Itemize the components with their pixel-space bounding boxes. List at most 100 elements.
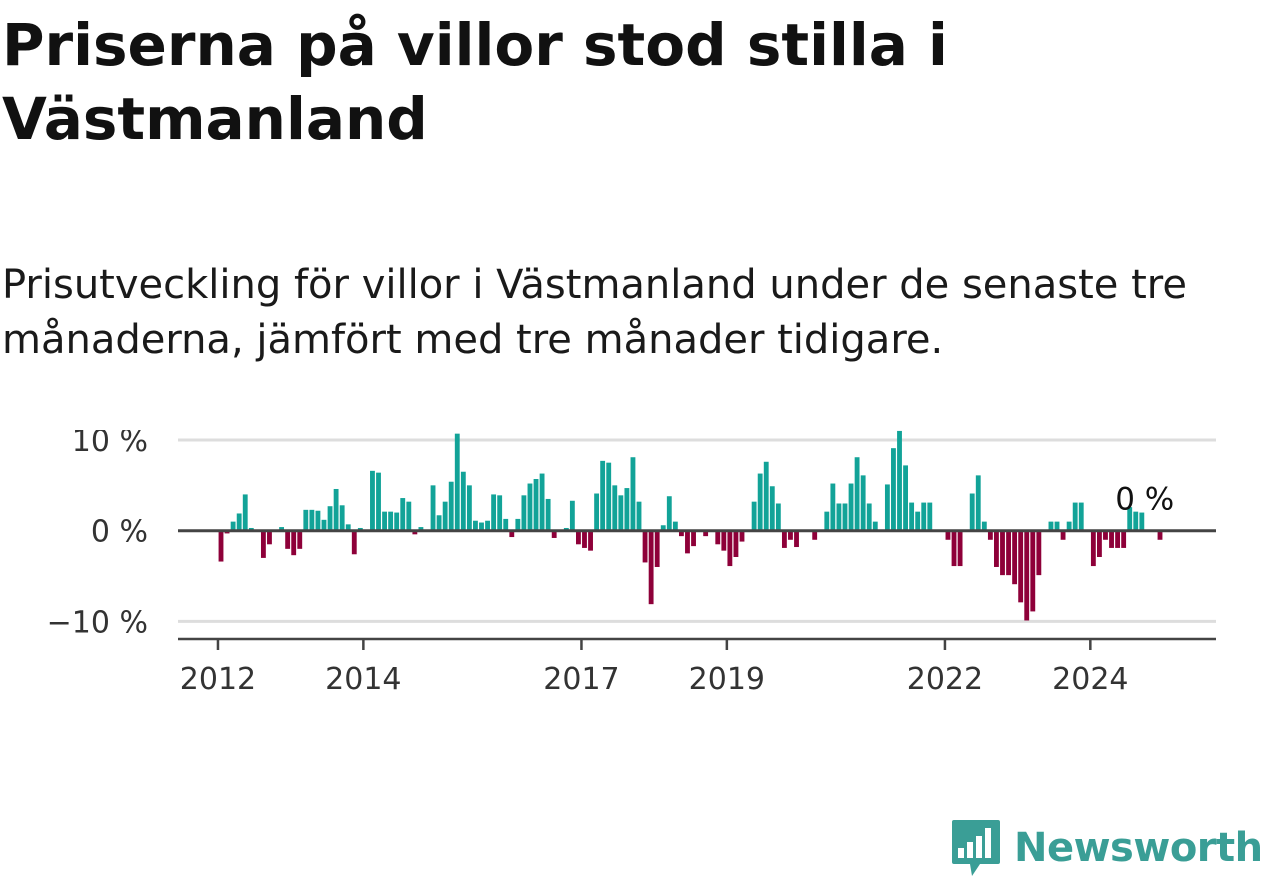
bar bbox=[666, 496, 672, 531]
bar bbox=[884, 484, 890, 531]
bar bbox=[600, 460, 606, 531]
bar bbox=[769, 486, 775, 531]
bar bbox=[267, 530, 272, 545]
bar bbox=[1030, 530, 1036, 612]
bar bbox=[539, 473, 545, 531]
bars bbox=[218, 430, 1163, 621]
bar bbox=[1000, 530, 1005, 576]
bar bbox=[418, 527, 424, 531]
bar bbox=[297, 530, 303, 549]
bar bbox=[279, 527, 285, 531]
bar bbox=[721, 530, 727, 551]
bar bbox=[551, 530, 557, 538]
brand-name: Newsworthy bbox=[1014, 825, 1262, 871]
bar bbox=[842, 503, 848, 531]
bar bbox=[1103, 530, 1108, 540]
bar bbox=[436, 515, 442, 531]
bar bbox=[285, 530, 291, 549]
bar bbox=[242, 494, 248, 531]
bar bbox=[339, 505, 345, 531]
bar bbox=[382, 511, 387, 531]
bar bbox=[788, 530, 793, 540]
bar bbox=[921, 502, 927, 531]
x-axis-ticks: 2012 2014 2017 2019 2022 2024 bbox=[180, 639, 1129, 697]
bar bbox=[872, 521, 878, 531]
bar bbox=[466, 485, 472, 531]
bar bbox=[624, 488, 630, 531]
newsworthy-logo: Newsworthy bbox=[950, 818, 1262, 878]
bar-chart: 10 % 0 % −10 % 2012 2014 2017 2019 2022 2024 0 … bbox=[47, 430, 1216, 697]
bar bbox=[479, 522, 484, 531]
bar bbox=[1018, 530, 1024, 603]
bar bbox=[315, 510, 321, 531]
bar bbox=[303, 509, 309, 531]
bar bbox=[473, 520, 478, 531]
bar bbox=[866, 503, 872, 531]
bar bbox=[757, 473, 763, 531]
bar bbox=[1121, 530, 1127, 548]
bar bbox=[503, 518, 509, 531]
bar bbox=[642, 530, 648, 563]
bar bbox=[915, 511, 921, 531]
bar bbox=[703, 530, 709, 537]
bar bbox=[448, 481, 454, 531]
bar bbox=[454, 433, 460, 531]
bar bbox=[1127, 507, 1133, 531]
bar bbox=[685, 530, 690, 554]
chart-subtitle: Prisutveckling för villor i Västmanland … bbox=[2, 262, 1187, 363]
bar bbox=[848, 483, 854, 531]
bar bbox=[1090, 530, 1096, 567]
bar bbox=[1066, 521, 1072, 531]
x-tick-label: 2019 bbox=[689, 662, 765, 697]
bar bbox=[672, 521, 678, 531]
bar bbox=[975, 475, 981, 531]
bar bbox=[951, 530, 957, 567]
bar bbox=[648, 530, 654, 605]
bar bbox=[406, 501, 412, 531]
bar bbox=[612, 485, 618, 531]
bar bbox=[333, 488, 339, 531]
bar bbox=[327, 506, 333, 531]
bar bbox=[351, 530, 357, 555]
chart-title: Priserna på villor stod stilla i Västman… bbox=[2, 11, 948, 153]
bar bbox=[1115, 530, 1121, 548]
bar bbox=[569, 500, 575, 531]
bar bbox=[394, 512, 400, 531]
bar bbox=[485, 520, 490, 531]
bar bbox=[1072, 502, 1078, 531]
bar bbox=[527, 483, 533, 531]
bar bbox=[630, 457, 636, 531]
bar bbox=[854, 457, 860, 531]
bar bbox=[521, 495, 527, 531]
bar bbox=[654, 530, 660, 567]
bar bbox=[903, 465, 908, 531]
bar bbox=[1060, 530, 1066, 540]
bar-chart-speech-bubble-icon bbox=[952, 820, 1000, 876]
bar bbox=[400, 498, 406, 531]
bar bbox=[1006, 530, 1011, 576]
bar bbox=[1097, 530, 1102, 557]
bar bbox=[376, 472, 381, 531]
bar bbox=[321, 519, 327, 531]
bar bbox=[636, 501, 642, 531]
bar bbox=[588, 530, 593, 551]
y-axis-labels: 10 % 0 % −10 % bbox=[47, 430, 148, 640]
bar bbox=[1054, 521, 1060, 531]
y-tick-label: −10 % bbox=[47, 605, 148, 640]
bar bbox=[1024, 530, 1030, 621]
x-tick-label: 2014 bbox=[325, 662, 401, 697]
x-tick-label: 2012 bbox=[180, 662, 256, 697]
bar bbox=[370, 470, 375, 531]
bar bbox=[927, 502, 933, 531]
bar bbox=[388, 511, 394, 531]
bar bbox=[497, 495, 503, 531]
bar bbox=[1036, 530, 1042, 576]
y-tick-label: 0 % bbox=[91, 515, 148, 550]
bar bbox=[582, 530, 587, 548]
bar bbox=[594, 493, 600, 531]
bar bbox=[345, 524, 351, 531]
bar bbox=[533, 479, 539, 531]
bar bbox=[891, 448, 896, 531]
bar bbox=[236, 513, 242, 531]
bar bbox=[412, 530, 418, 535]
